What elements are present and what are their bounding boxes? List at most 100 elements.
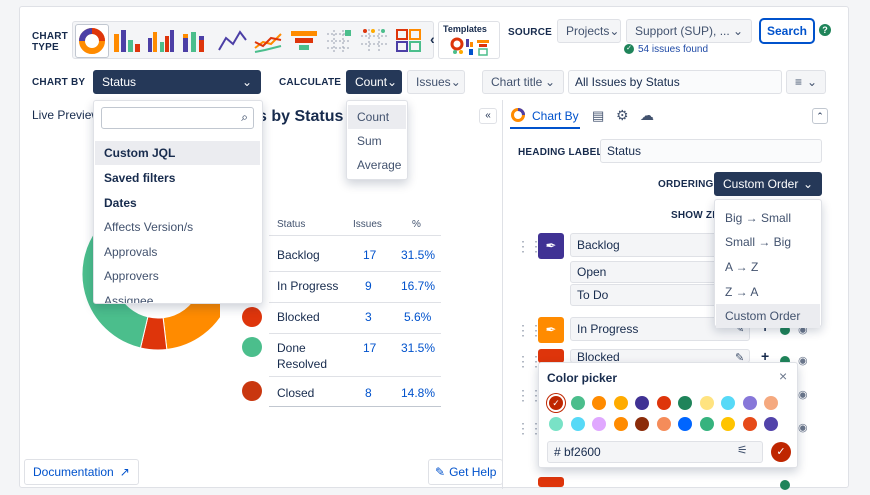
drag-handle-icon[interactable]: ⋮⋮ (516, 353, 543, 369)
color-swatch[interactable]: ✓ (549, 396, 563, 410)
plus-icon[interactable]: + (761, 348, 770, 364)
color-swatch[interactable] (699, 417, 714, 431)
check-icon[interactable] (780, 325, 790, 335)
confirm-color-button[interactable]: ✓ (771, 442, 791, 462)
color-swatch[interactable] (613, 417, 628, 431)
drag-handle-icon[interactable]: ⋮⋮ (516, 238, 543, 254)
ordering-option-big-small[interactable]: Big → Small (725, 211, 792, 225)
drag-handle-icon[interactable]: ⋮⋮ (516, 420, 543, 436)
menu-item-affects-version[interactable]: Affects Version/s (104, 220, 194, 234)
color-swatch[interactable] (699, 396, 714, 410)
sliders-icon[interactable]: ⚟ (737, 443, 748, 457)
close-icon[interactable]: × (779, 368, 788, 384)
ordering-option-small-big[interactable]: Small → Big (725, 235, 792, 249)
color-swatch[interactable] (764, 417, 778, 431)
search-button[interactable]: Search (759, 18, 815, 44)
drag-handle-icon[interactable]: ⋮⋮ (516, 322, 543, 338)
source-select[interactable]: Projects ⌄ (557, 19, 621, 43)
group-label-input[interactable]: Blocked (570, 349, 750, 363)
color-swatch-button[interactable] (538, 349, 564, 363)
ordering-option-a-z[interactable]: A → Z (725, 260, 759, 274)
row-pct: 31.5% (401, 341, 436, 355)
menu-item-saved-filters[interactable]: Saved filters (104, 171, 176, 185)
drag-handle-icon[interactable]: ⋮⋮ (516, 387, 543, 403)
live-preview-tab[interactable]: Live Preview (32, 108, 101, 122)
color-swatch[interactable] (721, 417, 735, 431)
check-icon[interactable] (780, 480, 790, 490)
project-select[interactable]: Support (SUP), ... ⌄ (626, 19, 752, 43)
menu-item-assignee[interactable]: Assignee (104, 294, 154, 304)
color-swatch[interactable] (570, 417, 585, 431)
eye-icon[interactable]: ◉ (798, 422, 808, 434)
documentation-link[interactable]: Documentation ↗ (24, 459, 139, 485)
calculate-select[interactable]: Count ⌄ (346, 70, 402, 94)
color-swatch[interactable] (613, 396, 628, 410)
color-swatch[interactable] (549, 417, 563, 431)
color-swatch[interactable] (678, 396, 692, 410)
chart-by-search-input[interactable]: ⌕ (101, 107, 254, 129)
color-swatch[interactable] (592, 417, 606, 431)
grouped-bar-icon[interactable] (147, 28, 175, 54)
group-label-input[interactable]: In Progress (570, 317, 750, 341)
comment-icon[interactable]: ▤ (592, 108, 605, 123)
multi-line-icon[interactable] (253, 28, 283, 54)
menu-item-approvers[interactable]: Approvers (104, 269, 159, 283)
eye-icon[interactable]: ◉ (798, 324, 808, 336)
eye-icon[interactable]: ◉ (798, 389, 808, 401)
menu-item-average[interactable]: Average (357, 158, 402, 172)
ordering-select[interactable]: Custom Order ⌄ (714, 172, 822, 196)
cloud-upload-icon[interactable]: ☁ (640, 107, 654, 123)
color-swatch[interactable] (592, 396, 606, 410)
gear-icon[interactable]: ⚙ (616, 107, 629, 123)
ordering-option-custom[interactable]: Custom Order (716, 304, 820, 328)
color-swatch[interactable] (635, 396, 649, 410)
color-swatch[interactable] (570, 396, 585, 410)
get-help-link[interactable]: ✎ Get Help (428, 459, 504, 485)
menu-item-approvals[interactable]: Approvals (104, 245, 158, 259)
chart-title-input[interactable]: All Issues by Status (568, 70, 782, 94)
row-status: Blocked (277, 310, 320, 324)
heading-input[interactable]: Status (600, 139, 822, 163)
issues-select[interactable]: Issues ⌄ (407, 70, 465, 94)
color-swatch[interactable] (764, 396, 778, 410)
chart-title-select[interactable]: Chart title ⌄ (482, 70, 564, 94)
chart-by-select[interactable]: Status ⌄ (93, 70, 261, 94)
tiles-icon[interactable] (395, 28, 423, 54)
chevron-left-icon[interactable]: ‹ (430, 31, 435, 47)
edit-icon[interactable]: ✎ (735, 323, 745, 335)
tab-chart-by[interactable]: Chart By (532, 109, 579, 123)
collapse-left-icon[interactable]: « (479, 108, 497, 124)
menu-item-custom-jql[interactable]: Custom JQL (95, 141, 260, 165)
color-swatch[interactable] (656, 417, 671, 431)
table-grid-icon[interactable] (325, 28, 353, 54)
eye-icon[interactable]: ◉ (798, 355, 808, 367)
color-swatch-button[interactable]: ✒ (538, 233, 564, 259)
color-swatch[interactable] (742, 417, 757, 431)
table-divider (269, 333, 441, 334)
menu-item-dates[interactable]: Dates (104, 196, 137, 210)
templates-button[interactable]: Templates (438, 21, 500, 59)
hex-input[interactable]: # bf2600 (547, 441, 763, 463)
check-icon[interactable] (780, 356, 790, 366)
color-swatch[interactable] (721, 396, 735, 410)
edit-icon[interactable]: ✎ (735, 352, 745, 364)
color-swatch-button[interactable]: ✒ (538, 317, 564, 343)
color-swatch[interactable] (742, 396, 757, 410)
color-swatch[interactable] (678, 417, 692, 431)
funnel-chart-icon[interactable] (289, 28, 319, 54)
menu-item-sum[interactable]: Sum (357, 134, 382, 148)
stacked-bar-icon[interactable] (181, 28, 209, 54)
color-swatch-button[interactable] (538, 477, 564, 487)
ordering-option-z-a[interactable]: Z → A (725, 285, 759, 299)
line-chart-icon[interactable] (217, 28, 247, 54)
color-swatch[interactable] (635, 417, 649, 431)
chart-by-value: Status (102, 75, 137, 89)
menu-item-count[interactable]: Count (348, 105, 406, 129)
align-select[interactable]: ≡ ⌄ (786, 70, 826, 94)
collapse-up-icon[interactable]: ⌃ (812, 108, 828, 124)
color-swatch[interactable] (656, 396, 671, 410)
heatmap-icon[interactable] (359, 27, 389, 55)
help-icon[interactable]: ? (819, 24, 831, 36)
bar-chart-icon[interactable] (113, 28, 141, 54)
donut-type-button[interactable] (75, 24, 109, 58)
